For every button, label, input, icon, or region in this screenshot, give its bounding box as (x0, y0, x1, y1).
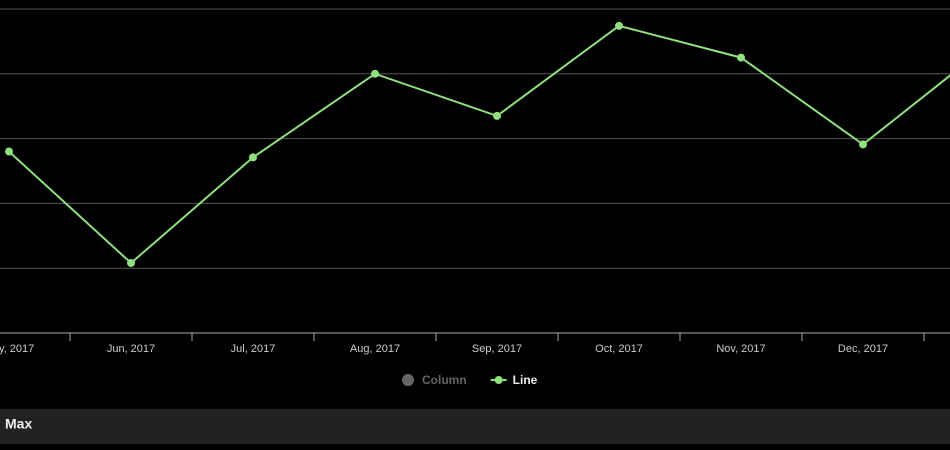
legend-marker (402, 374, 414, 386)
x-tick-label: Jul, 2017 (231, 343, 276, 355)
legend-label[interactable]: Column (422, 373, 467, 387)
point (371, 69, 379, 78)
x-tick-label: Jun, 2017 (107, 343, 155, 355)
point (493, 111, 501, 120)
legend-label[interactable]: Line (513, 373, 538, 387)
point (859, 140, 867, 149)
x-tick-label: Sep, 2017 (472, 343, 522, 355)
x-tick-label: May, 2017 (0, 343, 34, 355)
point (5, 147, 13, 156)
point (127, 259, 135, 268)
footer-label: Max (5, 416, 32, 432)
x-tick-label: Nov, 2017 (716, 343, 765, 355)
footer-bar (0, 409, 950, 444)
x-tick-label: Oct, 2017 (595, 343, 643, 355)
point (737, 53, 745, 62)
legend-marker (494, 376, 503, 384)
point (615, 21, 623, 30)
x-tick-label: Aug, 2017 (350, 343, 400, 355)
point (249, 153, 257, 162)
x-tick-label: Dec, 2017 (838, 343, 888, 355)
